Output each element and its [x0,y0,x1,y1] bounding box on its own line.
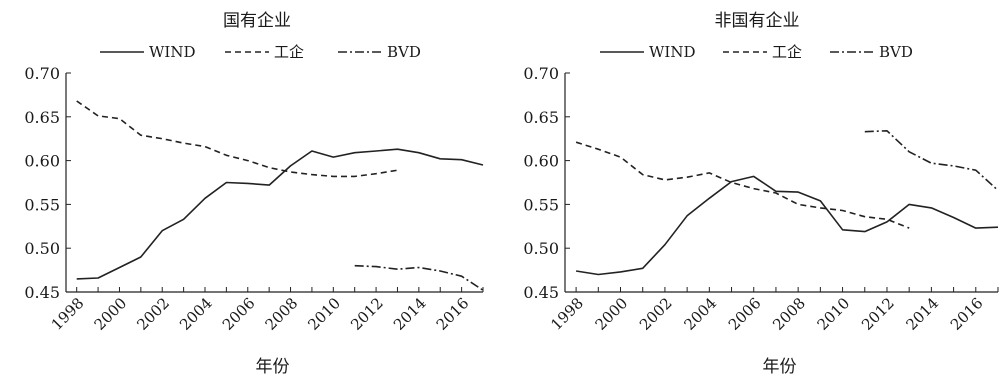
x-tick-label: 2014 [390,294,430,334]
series-line [575,175,999,276]
x-tick-label: 2004 [176,294,216,334]
x-tick-label: 2000 [592,294,632,334]
y-tick-label: 0.65 [24,108,60,127]
x-tick-label: 2016 [433,294,473,334]
y-tick-label: 0.70 [523,64,559,83]
series-line [76,100,398,178]
series-line [354,264,484,291]
y-tick-label: 0.70 [24,64,60,83]
series-line [76,148,484,280]
legend-label: 工企 [274,43,304,61]
x-tick-label: 2012 [858,294,898,334]
series-WIND [575,175,999,276]
y-tick-label: 0.65 [523,108,559,127]
x-tick-label: 2006 [725,294,765,334]
legend-label: WIND [649,43,696,61]
x-tick-label: 2012 [347,294,387,334]
y-tick-label: 0.60 [24,152,60,171]
x-tick-label: 2016 [947,294,987,334]
y-tick-label: 0.55 [24,195,60,214]
x-tick-label: 2010 [304,294,344,334]
legend-label: WIND [149,43,196,61]
series-BVD [354,264,484,291]
y-tick-label: 0.55 [523,195,559,214]
series-line [864,130,999,191]
x-tick-label: 2002 [636,294,676,334]
y-tick-label: 0.45 [523,283,559,302]
series-WIND [76,148,484,280]
legend-label: 工企 [772,43,802,61]
y-tick-label: 0.50 [24,239,60,258]
chart-title: 非国有企业 [715,11,800,31]
x-tick-label: 2002 [133,294,173,334]
x-tick-label: 2008 [262,294,302,334]
x-axis-label: 年份 [763,357,797,377]
chart-title: 国有企业 [223,11,291,31]
x-tick-label: 2008 [769,294,809,334]
y-tick-label: 0.60 [523,152,559,171]
legend: WIND 工企 BVD [600,43,913,61]
x-tick-label: 2000 [91,294,131,334]
series-BVD [864,130,999,191]
x-tick-label: 2014 [902,294,942,334]
legend-label: BVD [387,43,421,61]
legend: WIND 工企 BVD [100,43,421,61]
y-tick-label: 0.50 [523,239,559,258]
series-line [575,141,910,229]
x-tick-label: 2004 [680,294,720,334]
legend-label: BVD [879,43,913,61]
series-工企 [575,141,910,229]
series-工企 [76,100,398,178]
y-tick-label: 0.45 [24,283,60,302]
x-axis-label: 年份 [256,357,290,377]
x-tick-label: 2010 [814,294,854,334]
x-tick-label: 2006 [219,294,259,334]
